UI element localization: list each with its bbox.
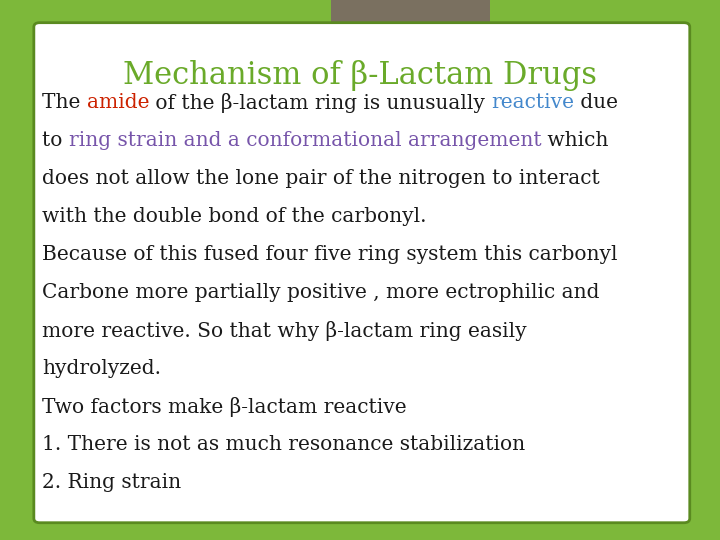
- Text: amide: amide: [86, 93, 149, 112]
- Text: Carbone more partially positive , more ectrophilic and: Carbone more partially positive , more e…: [42, 283, 600, 302]
- Text: hydrolyzed.: hydrolyzed.: [42, 359, 161, 378]
- Text: to: to: [42, 131, 68, 150]
- Text: does not allow the lone pair of the nitrogen to interact: does not allow the lone pair of the nitr…: [42, 169, 600, 188]
- Text: Because of this fused four five ring system this carbonyl: Because of this fused four five ring sys…: [42, 245, 618, 264]
- Text: Two factors make β-lactam reactive: Two factors make β-lactam reactive: [42, 397, 407, 417]
- Text: Mechanism of β-Lactam Drugs: Mechanism of β-Lactam Drugs: [123, 60, 597, 91]
- Text: due: due: [575, 93, 618, 112]
- Text: The: The: [42, 93, 86, 112]
- Text: which: which: [541, 131, 608, 150]
- Text: more reactive. So that why β-lactam ring easily: more reactive. So that why β-lactam ring…: [42, 321, 526, 341]
- Text: ring strain and a conformational arrangement: ring strain and a conformational arrange…: [68, 131, 541, 150]
- Text: reactive: reactive: [492, 93, 575, 112]
- Text: 2. Ring strain: 2. Ring strain: [42, 473, 181, 492]
- Text: 1. There is not as much resonance stabilization: 1. There is not as much resonance stabil…: [42, 435, 525, 454]
- Text: with the double bond of the carbonyl.: with the double bond of the carbonyl.: [42, 207, 426, 226]
- Text: of the β-lactam ring is unusually: of the β-lactam ring is unusually: [149, 93, 492, 113]
